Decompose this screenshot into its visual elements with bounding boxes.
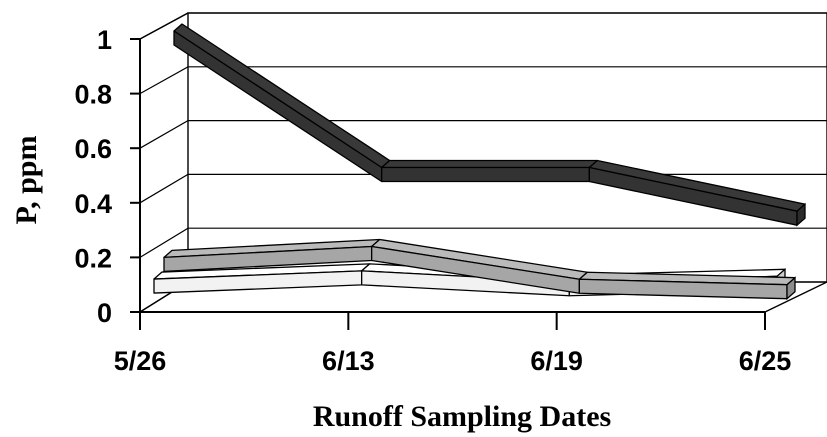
y-tick-label: 1 — [97, 25, 112, 55]
y-tick-label: 0 — [97, 298, 112, 328]
y-tick-label: 0.4 — [74, 189, 112, 219]
gridline — [139, 66, 827, 95]
x-tick-label: 5/26 — [114, 346, 167, 376]
ribbon-end-cap — [796, 202, 806, 227]
y-tick-label: 0.6 — [74, 134, 112, 164]
series-layer — [153, 23, 806, 301]
ribbon-top-face — [381, 159, 598, 169]
floor-right-edge — [764, 281, 827, 313]
gridline — [139, 119, 827, 149]
x-axis-title: Runoff Sampling Dates — [313, 400, 611, 433]
y-tick-label: 0.8 — [74, 80, 112, 110]
axes — [130, 38, 766, 330]
back-wall — [187, 12, 827, 283]
x-tick-label: 6/19 — [530, 346, 583, 376]
y-axis-title: P, ppm — [10, 136, 43, 225]
tick-labels: 0 0.2 0.4 0.6 0.8 1 5/26 6/13 6/19 6/25 — [74, 25, 791, 376]
gridline — [139, 227, 827, 258]
y-tick-label: 0.2 — [74, 243, 112, 273]
x-tick-label: 6/13 — [322, 346, 375, 376]
x-tick-label: 6/25 — [739, 346, 792, 376]
series-ribbon — [173, 23, 806, 227]
ribbon-top-face — [173, 23, 391, 169]
series-ribbon — [163, 238, 796, 301]
ribbon-front-face — [381, 166, 590, 183]
ribbon-end-cap — [786, 276, 796, 301]
gridline — [139, 12, 827, 40]
ribbon-front-face — [173, 30, 383, 183]
